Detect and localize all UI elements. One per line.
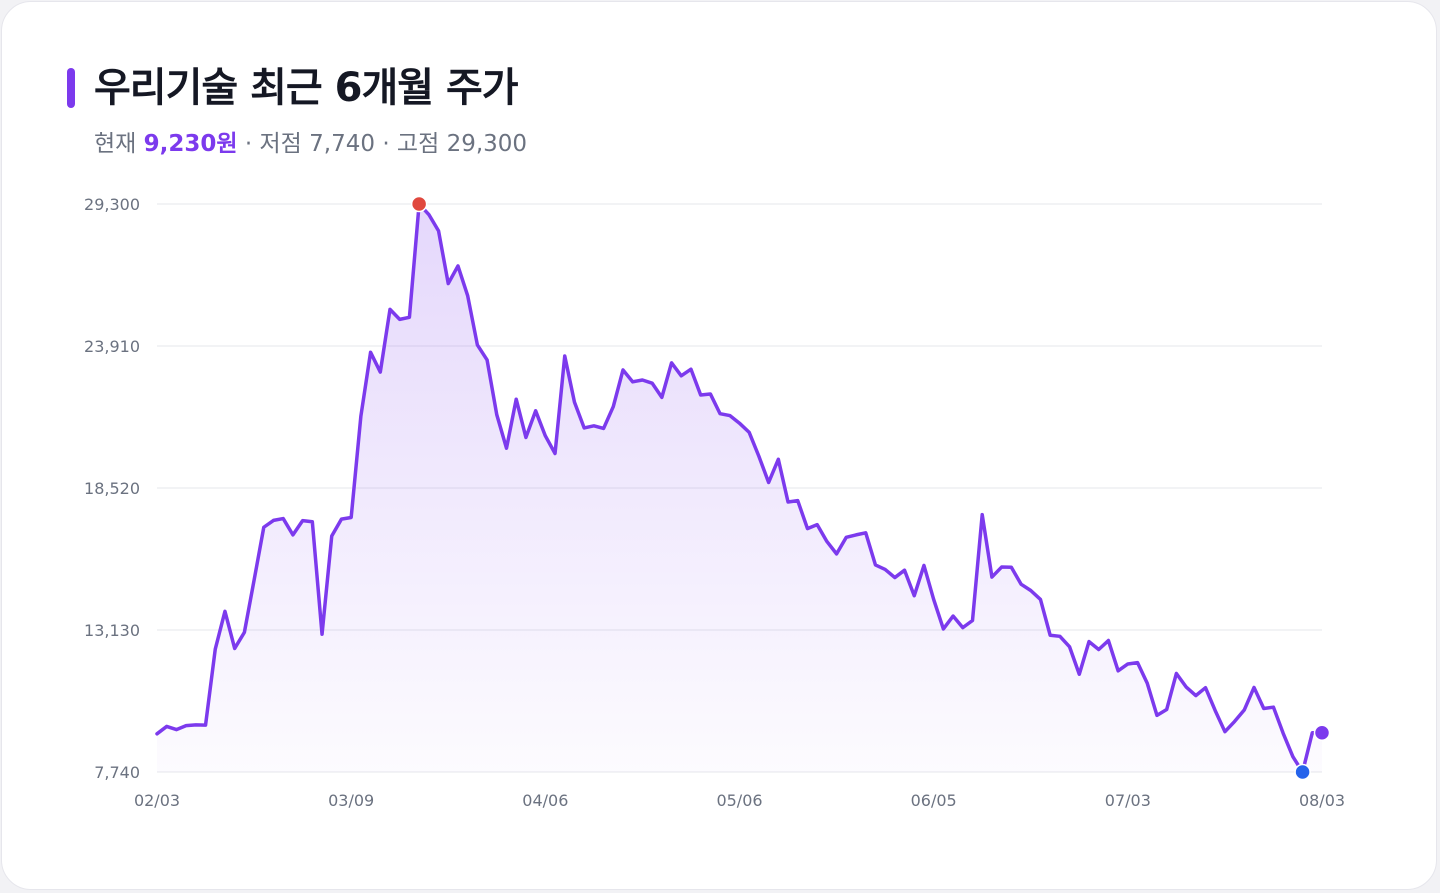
- low-price-value: 7,740: [309, 131, 375, 157]
- x-tick-label: 07/03: [1105, 791, 1151, 810]
- low-point-marker: [1294, 763, 1311, 781]
- x-tick-label: 08/03: [1299, 791, 1345, 810]
- price-line: [155, 202, 1324, 774]
- x-axis-labels: 02/03 03/09 04/06 05/06 06/05 07/03 08/03: [134, 791, 1345, 810]
- x-tick-label: 02/03: [134, 791, 180, 810]
- y-tick-label: 13,130: [84, 621, 140, 640]
- y-tick-label: 23,910: [84, 337, 140, 356]
- low-price-label: · 저점: [244, 131, 302, 157]
- y-tick-label: 7,740: [94, 763, 140, 782]
- chart-title: 우리기술 최근 6개월 주가: [94, 65, 519, 111]
- series-layer: [155, 202, 1324, 774]
- price-summary: 현재 9,230원 · 저점 7,740 · 고점 29,300: [94, 128, 527, 160]
- x-tick-label: 06/05: [911, 791, 957, 810]
- x-tick-label: 05/06: [716, 791, 762, 810]
- current-price-value: 9,230원: [143, 131, 238, 157]
- current-price-label: 현재: [94, 131, 137, 157]
- y-axis-labels: 7,740 13,130 18,520 23,910 29,300: [84, 195, 140, 782]
- current-point-marker: [1313, 724, 1331, 741]
- price-area: [157, 204, 1322, 772]
- y-tick-label: 18,520: [84, 479, 140, 498]
- x-tick-label: 03/09: [328, 791, 374, 810]
- high-point-marker: [410, 195, 428, 213]
- y-tick-label: 29,300: [84, 195, 140, 214]
- high-price-value: 29,300: [446, 131, 528, 157]
- marker-layer: [410, 195, 1331, 781]
- high-price-label: · 고점: [382, 131, 440, 157]
- title-accent-bar: [67, 68, 75, 108]
- x-tick-label: 04/06: [522, 791, 568, 810]
